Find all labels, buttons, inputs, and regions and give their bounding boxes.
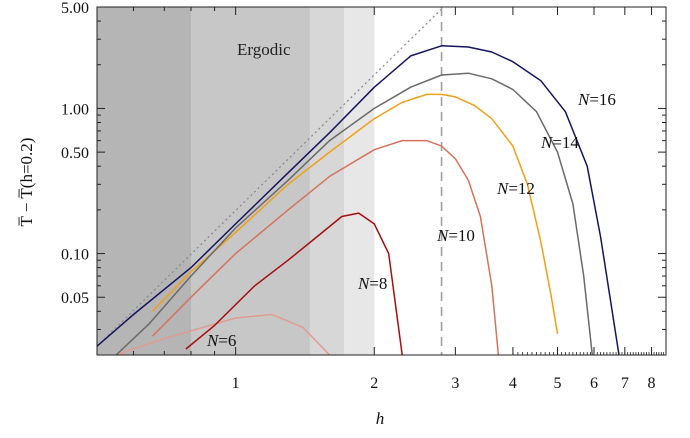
label-n14: N=14 [540, 133, 579, 152]
axes-frame [96, 6, 667, 356]
y-axis-title: T̅ − T̅(h=0.2) [17, 138, 36, 227]
y-tick-label: 1.00 [61, 101, 89, 118]
series-line-n6 [115, 313, 331, 355]
label-n12: N=12 [496, 179, 535, 198]
y-tick-label: 5.00 [61, 0, 89, 17]
series-line-n8 [185, 212, 403, 355]
label-n10: N=10 [436, 226, 475, 245]
shaded-region-1 [97, 7, 192, 355]
ticks-layer [96, 6, 667, 356]
x-tick-label: 4 [509, 375, 517, 392]
x-tick-label: 3 [451, 375, 459, 392]
x-tick-label: 5 [554, 375, 562, 392]
x-tick-label: 6 [590, 375, 598, 392]
x-tick-label: 2 [370, 375, 378, 392]
y-tick-label: 0.10 [61, 247, 89, 264]
curve-labels: N=6 N=8 N=10 N=12 N=14 N=16 [206, 90, 616, 350]
label-n8: N=8 [357, 274, 387, 293]
tick-labels: 1 2 3 4 5 6 7 8 0.05 0.10 0.50 1.00 5.00 [61, 0, 656, 392]
series-line-n10 [151, 139, 500, 355]
reference-line [97, 7, 445, 347]
region-label-ergodic: Ergodic [237, 40, 291, 59]
y-tick-label: 0.05 [61, 290, 89, 307]
label-n6: N=6 [206, 331, 236, 350]
x-tick-label: 8 [648, 375, 656, 392]
series-line-n12 [151, 93, 559, 334]
series-layer [97, 45, 620, 355]
label-n16: N=16 [577, 90, 616, 109]
series-line-n14 [115, 72, 594, 355]
shaded-region-4 [344, 7, 375, 355]
series-line-n16 [97, 45, 620, 355]
x-tick-label: 7 [621, 375, 629, 392]
x-tick-label: 1 [232, 375, 240, 392]
plot-frame [96, 6, 667, 356]
shaded-regions [97, 7, 375, 355]
x-axis-title: h [376, 409, 385, 428]
y-tick-label: 0.50 [61, 145, 89, 162]
shaded-region-2 [191, 7, 310, 355]
shaded-region-3 [309, 7, 345, 355]
reference-line-layer [97, 7, 445, 347]
